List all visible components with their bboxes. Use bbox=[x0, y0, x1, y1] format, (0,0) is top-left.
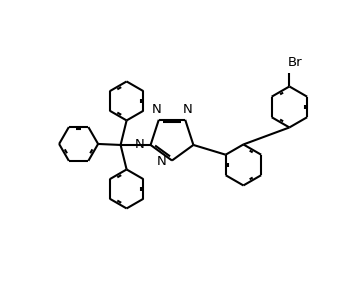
Text: N: N bbox=[135, 139, 144, 151]
Text: N: N bbox=[182, 103, 192, 116]
Text: Br: Br bbox=[287, 56, 302, 69]
Text: N: N bbox=[156, 155, 166, 168]
Text: N: N bbox=[152, 103, 162, 116]
